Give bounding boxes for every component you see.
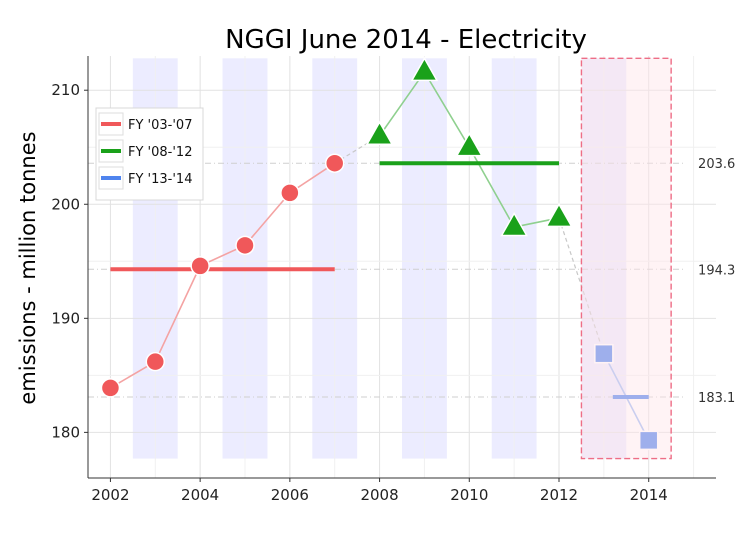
legend: FY '03-'07 FY '08-'12 FY '13-'14 xyxy=(95,107,204,201)
x-tick-label: 2008 xyxy=(360,486,398,504)
data-point xyxy=(410,56,439,82)
reference-label: 183.1 xyxy=(698,391,735,406)
data-point xyxy=(190,256,210,276)
highlight-box xyxy=(580,57,672,460)
legend-label: FY '08-'12 xyxy=(128,145,192,160)
data-point xyxy=(455,132,484,157)
data-point xyxy=(545,202,573,228)
data-point xyxy=(500,211,528,237)
legend-label: FY '03-'07 xyxy=(128,118,192,133)
reference-label: 203.6 xyxy=(698,157,735,172)
x-tick-label: 2012 xyxy=(540,486,578,504)
data-point xyxy=(594,343,614,364)
legend-label: FY '13-'14 xyxy=(128,172,192,187)
y-tick-label: 190 xyxy=(51,309,80,327)
data-point xyxy=(100,378,121,398)
x-tick-label: 2004 xyxy=(181,486,219,504)
y-axis-label: emissions - million tonnes xyxy=(16,131,40,404)
chart-title: NGGI June 2014 - Electricity xyxy=(225,25,587,55)
x-tick-label: 2010 xyxy=(450,486,488,504)
x-tick-label: 2014 xyxy=(630,486,668,504)
y-tick-label: 180 xyxy=(51,423,80,441)
data-point xyxy=(235,235,255,256)
y-tick-label: 200 xyxy=(51,195,80,213)
x-tick-label: 2006 xyxy=(271,486,309,504)
data-point xyxy=(280,183,300,203)
data-point xyxy=(145,351,166,372)
y-tick-label: 210 xyxy=(51,81,80,99)
reference-label: 194.3 xyxy=(698,263,735,278)
x-tick-label: 2002 xyxy=(91,486,129,504)
data-point xyxy=(365,120,394,145)
data-point xyxy=(324,153,345,173)
data-point xyxy=(638,430,659,451)
